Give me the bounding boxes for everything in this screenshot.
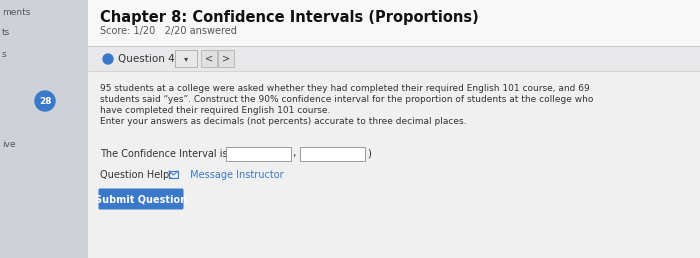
FancyBboxPatch shape [201, 50, 217, 67]
Text: students said “yes”. Construct the 90% confidence interval for the proportion of: students said “yes”. Construct the 90% c… [100, 95, 594, 104]
FancyBboxPatch shape [99, 189, 183, 209]
Text: ive: ive [2, 140, 15, 149]
Text: ▾: ▾ [184, 54, 188, 63]
FancyBboxPatch shape [175, 50, 197, 67]
Text: ments: ments [2, 8, 30, 17]
Text: ,: , [292, 148, 295, 158]
FancyBboxPatch shape [0, 0, 88, 258]
Text: Question Help:: Question Help: [100, 170, 172, 180]
Text: Chapter 8: Confidence Intervals (Proportions): Chapter 8: Confidence Intervals (Proport… [100, 10, 479, 25]
Text: >: > [222, 53, 230, 63]
Text: ): ) [367, 148, 371, 158]
Text: The Confidence Interval is (: The Confidence Interval is ( [100, 148, 235, 158]
Text: s: s [2, 50, 6, 59]
FancyBboxPatch shape [88, 47, 700, 71]
Text: 28: 28 [38, 96, 51, 106]
Text: Message Instructor: Message Instructor [187, 170, 284, 180]
FancyBboxPatch shape [88, 0, 700, 46]
Text: Question 4: Question 4 [118, 54, 175, 64]
Text: ts: ts [2, 28, 10, 37]
FancyBboxPatch shape [218, 50, 234, 67]
Text: have completed their required English 101 course.: have completed their required English 10… [100, 106, 330, 115]
Text: Enter your answers as decimals (not percents) accurate to three decimal places.: Enter your answers as decimals (not perc… [100, 117, 466, 126]
FancyBboxPatch shape [88, 0, 700, 258]
Text: <: < [205, 53, 213, 63]
Circle shape [35, 91, 55, 111]
FancyBboxPatch shape [300, 147, 365, 161]
Text: 95 students at a college were asked whether they had completed their required En: 95 students at a college were asked whet… [100, 84, 589, 93]
Text: Score: 1/20   2/20 answered: Score: 1/20 2/20 answered [100, 26, 237, 36]
Text: Submit Question: Submit Question [95, 194, 187, 204]
Circle shape [103, 54, 113, 64]
FancyBboxPatch shape [226, 147, 291, 161]
